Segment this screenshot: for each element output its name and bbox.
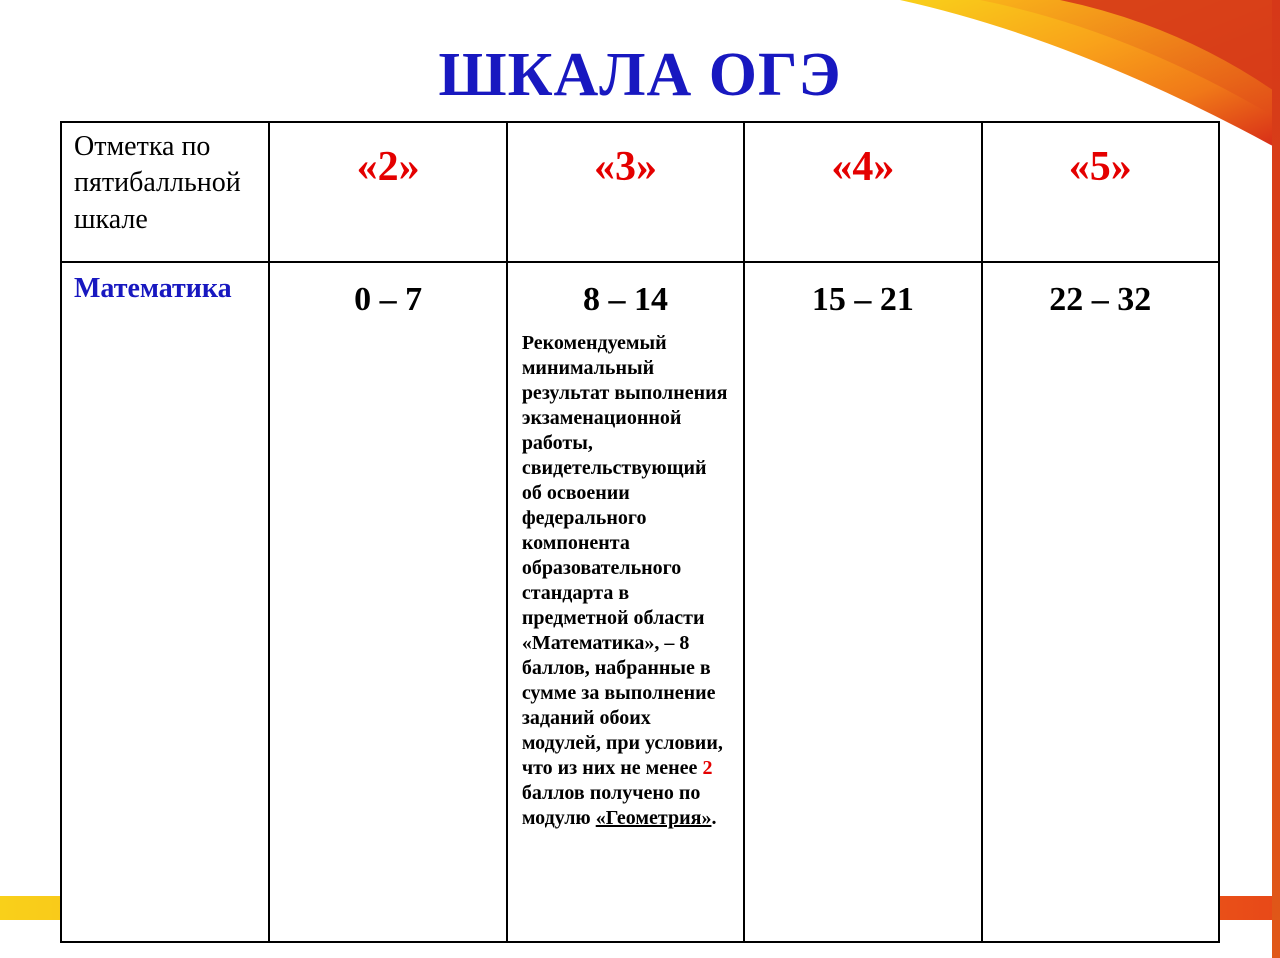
page-title: ШКАЛА ОГЭ: [60, 40, 1220, 111]
table-data-row: Математика 0 – 7 8 – 14 Рекомендуемый ми…: [61, 262, 1219, 942]
note-underline: «Геометрия»: [596, 807, 712, 829]
range-value-5: 22 – 32: [995, 271, 1206, 319]
note-highlight: 2: [702, 757, 712, 779]
range-value-3: 8 – 14: [520, 271, 731, 319]
scale-label-cell: Отметка по пятибалльной шкале: [61, 122, 269, 262]
grade-header-3: «3»: [507, 122, 744, 262]
subject-cell: Математика: [61, 262, 269, 942]
range-cell-3: 8 – 14 Рекомендуемый минимальный результ…: [507, 262, 744, 942]
grade-header-2: «2»: [269, 122, 506, 262]
note-suffix: .: [711, 807, 716, 829]
minimum-score-note: Рекомендуемый минимальный результат выпо…: [520, 331, 731, 831]
grade-header-4: «4»: [744, 122, 981, 262]
range-value-4: 15 – 21: [757, 271, 968, 319]
table-header-row: Отметка по пятибалльной шкале «2» «3» «4…: [61, 122, 1219, 262]
range-cell-2: 0 – 7: [269, 262, 506, 942]
grade-header-5: «5»: [982, 122, 1219, 262]
grading-scale-table: Отметка по пятибалльной шкале «2» «3» «4…: [60, 121, 1220, 943]
range-value-2: 0 – 7: [282, 271, 493, 319]
range-cell-4: 15 – 21: [744, 262, 981, 942]
range-cell-5: 22 – 32: [982, 262, 1219, 942]
note-prefix: Рекомендуемый минимальный результат выпо…: [522, 332, 728, 779]
